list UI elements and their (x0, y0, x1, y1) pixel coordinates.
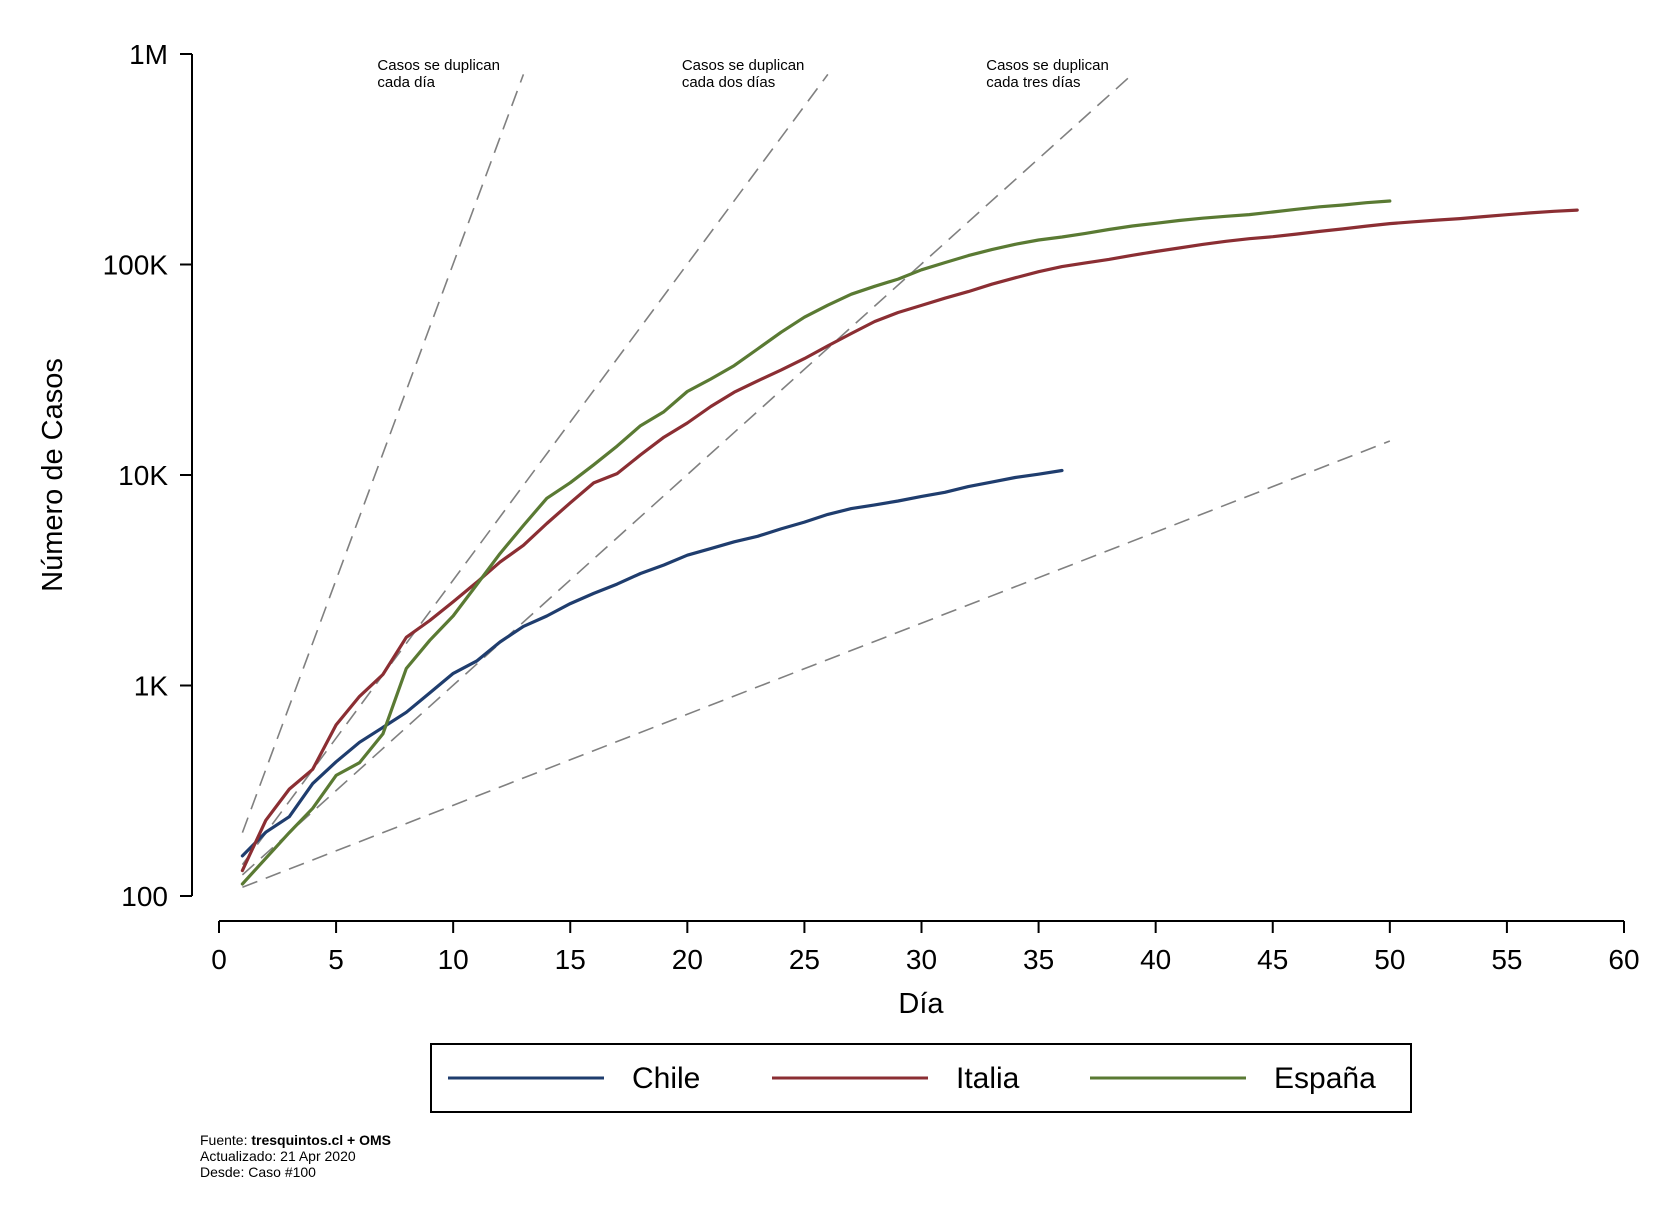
footer-source: Fuente: tresquintos.cl + OMS (200, 1132, 391, 1148)
y-tick-label-0: 100 (121, 881, 168, 912)
x-tick-label-7: 35 (1023, 944, 1054, 975)
reference-label-1-line2: cada dos días (682, 74, 775, 91)
footer-updated: Actualizado: 21 Apr 2020 (200, 1148, 356, 1164)
reference-line-0 (241, 74, 525, 833)
y-tick-label-2: 10K (118, 460, 168, 491)
footer-since: Desde: Caso #100 (200, 1164, 316, 1180)
x-tick-label-3: 15 (555, 944, 586, 975)
x-tick-label-12: 60 (1608, 944, 1639, 975)
reference-label-2-line2: cada tres días (986, 74, 1080, 91)
footer-notes: Fuente: tresquintos.cl + OMS Actualizado… (200, 1132, 391, 1180)
x-tick-label-9: 45 (1257, 944, 1288, 975)
reference-label-2-line1: Casos se duplican (986, 57, 1109, 74)
y-tick-label-1: 1K (134, 671, 169, 702)
x-tick-label-4: 20 (672, 944, 703, 975)
x-tick-label-8: 40 (1140, 944, 1171, 975)
legend: Chile Italia España (430, 1043, 1412, 1113)
reference-label-1-line1: Casos se duplican (682, 57, 805, 74)
legend-label-chile: Chile (632, 1062, 700, 1095)
x-ticks: 0 5 10 15 20 25 30 35 40 45 50 55 60 (211, 921, 1640, 975)
x-tick-label-1: 5 (328, 944, 344, 975)
x-tick-label-10: 50 (1374, 944, 1405, 975)
y-ticks: 100 1K 10K 100K 1M (103, 39, 192, 912)
y-axis-title: Número de Casos (37, 358, 69, 592)
x-tick-label-0: 0 (211, 944, 227, 975)
reference-label-0-line1: Casos se duplican (377, 57, 500, 74)
legend-label-espana: España (1274, 1062, 1376, 1095)
series-lines (240, 199, 1579, 886)
x-axis-title: Día (898, 988, 944, 1020)
y-tick-label-4: 1M (129, 39, 168, 70)
reference-line-3 (242, 440, 1391, 889)
legend-label-italia: Italia (956, 1062, 1020, 1095)
axes (191, 54, 1624, 922)
series-line-espana (240, 199, 1392, 886)
reference-label-0-line2: cada día (377, 74, 435, 91)
footer-source-prefix: Fuente: (200, 1132, 251, 1148)
series-line-chile (240, 468, 1064, 858)
footer-source-bold: tresquintos.cl + OMS (251, 1132, 391, 1148)
reference-line-1 (241, 73, 829, 866)
x-tick-label-5: 25 (789, 944, 820, 975)
x-tick-label-6: 30 (906, 944, 937, 975)
series-line-italia (240, 208, 1579, 873)
y-tick-label-3: 100K (103, 250, 169, 281)
x-tick-label-11: 55 (1491, 944, 1522, 975)
x-tick-label-2: 10 (438, 944, 469, 975)
